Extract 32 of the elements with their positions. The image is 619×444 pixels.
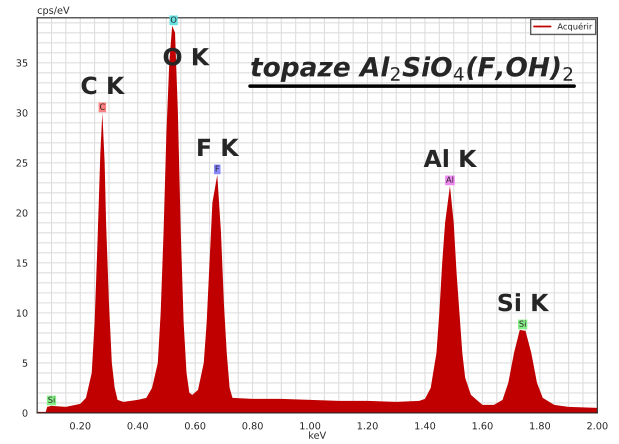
x-tick-label: 1.80 bbox=[530, 422, 550, 430]
text: topaze Al$_{2}$SiO$_{4}$(F,OH)$_{2}$ bbox=[251, 56, 572, 82]
x-tick-label: 1.20 bbox=[358, 422, 378, 430]
annotation: C K bbox=[82, 76, 125, 94]
y-axis-title: cps/eV bbox=[38, 6, 70, 16]
x-tick-label: 0.60 bbox=[184, 422, 206, 430]
x-tick-label: 1.40 bbox=[415, 422, 436, 430]
y-tick-label: 10 bbox=[16, 309, 28, 317]
annotation: Si bbox=[519, 320, 526, 327]
annotation: Al bbox=[446, 176, 454, 183]
y-tick-label: 0 bbox=[22, 409, 28, 417]
y-tick-label: 5 bbox=[22, 360, 28, 367]
x-tick-label: 1.60 bbox=[472, 422, 493, 430]
y-tick-label: 35 bbox=[16, 59, 28, 67]
annotation: Si bbox=[48, 396, 55, 403]
annotation: Al K bbox=[424, 149, 478, 168]
annotation: O bbox=[170, 16, 176, 23]
x-axis-title: keV bbox=[309, 431, 326, 439]
x-tick-label: 1.00 bbox=[300, 422, 320, 430]
y-tick-label: 20 bbox=[16, 209, 28, 217]
annotation: C bbox=[100, 103, 105, 110]
x-tick-label: 0.20 bbox=[70, 422, 90, 430]
annotation: F K bbox=[198, 138, 240, 156]
legend-label: Acquérir bbox=[557, 22, 592, 32]
x-tick-label: 2.00 bbox=[587, 422, 608, 430]
y-tick-label: 15 bbox=[16, 259, 28, 267]
x-tick-label: 0.40 bbox=[128, 422, 148, 430]
x-tick-label: 0.80 bbox=[242, 422, 263, 430]
y-tick-label: 30 bbox=[16, 109, 28, 117]
y-tick-label: 25 bbox=[16, 159, 28, 167]
annotation: F bbox=[216, 166, 220, 172]
annotation: Si K bbox=[498, 293, 550, 312]
